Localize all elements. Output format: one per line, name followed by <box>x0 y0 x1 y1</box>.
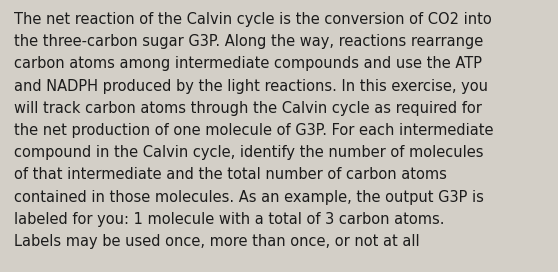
Text: The net reaction of the Calvin cycle is the conversion of CO2 into: The net reaction of the Calvin cycle is … <box>14 12 492 27</box>
Text: will track carbon atoms through the Calvin cycle as required for: will track carbon atoms through the Calv… <box>14 101 482 116</box>
Text: of that intermediate and the total number of carbon atoms: of that intermediate and the total numbe… <box>14 167 447 183</box>
Text: contained in those molecules. As an example, the output G3P is: contained in those molecules. As an exam… <box>14 190 484 205</box>
Text: Labels may be used once, more than once, or not at all: Labels may be used once, more than once,… <box>14 234 420 249</box>
Text: carbon atoms among intermediate compounds and use the ATP: carbon atoms among intermediate compound… <box>14 56 482 72</box>
Text: compound in the Calvin cycle, identify the number of molecules: compound in the Calvin cycle, identify t… <box>14 145 483 160</box>
Text: and NADPH produced by the light reactions. In this exercise, you: and NADPH produced by the light reaction… <box>14 79 488 94</box>
Text: labeled for you: 1 molecule with a total of 3 carbon atoms.: labeled for you: 1 molecule with a total… <box>14 212 445 227</box>
Text: the three-carbon sugar G3P. Along the way, reactions rearrange: the three-carbon sugar G3P. Along the wa… <box>14 34 483 49</box>
Text: the net production of one molecule of G3P. For each intermediate: the net production of one molecule of G3… <box>14 123 493 138</box>
